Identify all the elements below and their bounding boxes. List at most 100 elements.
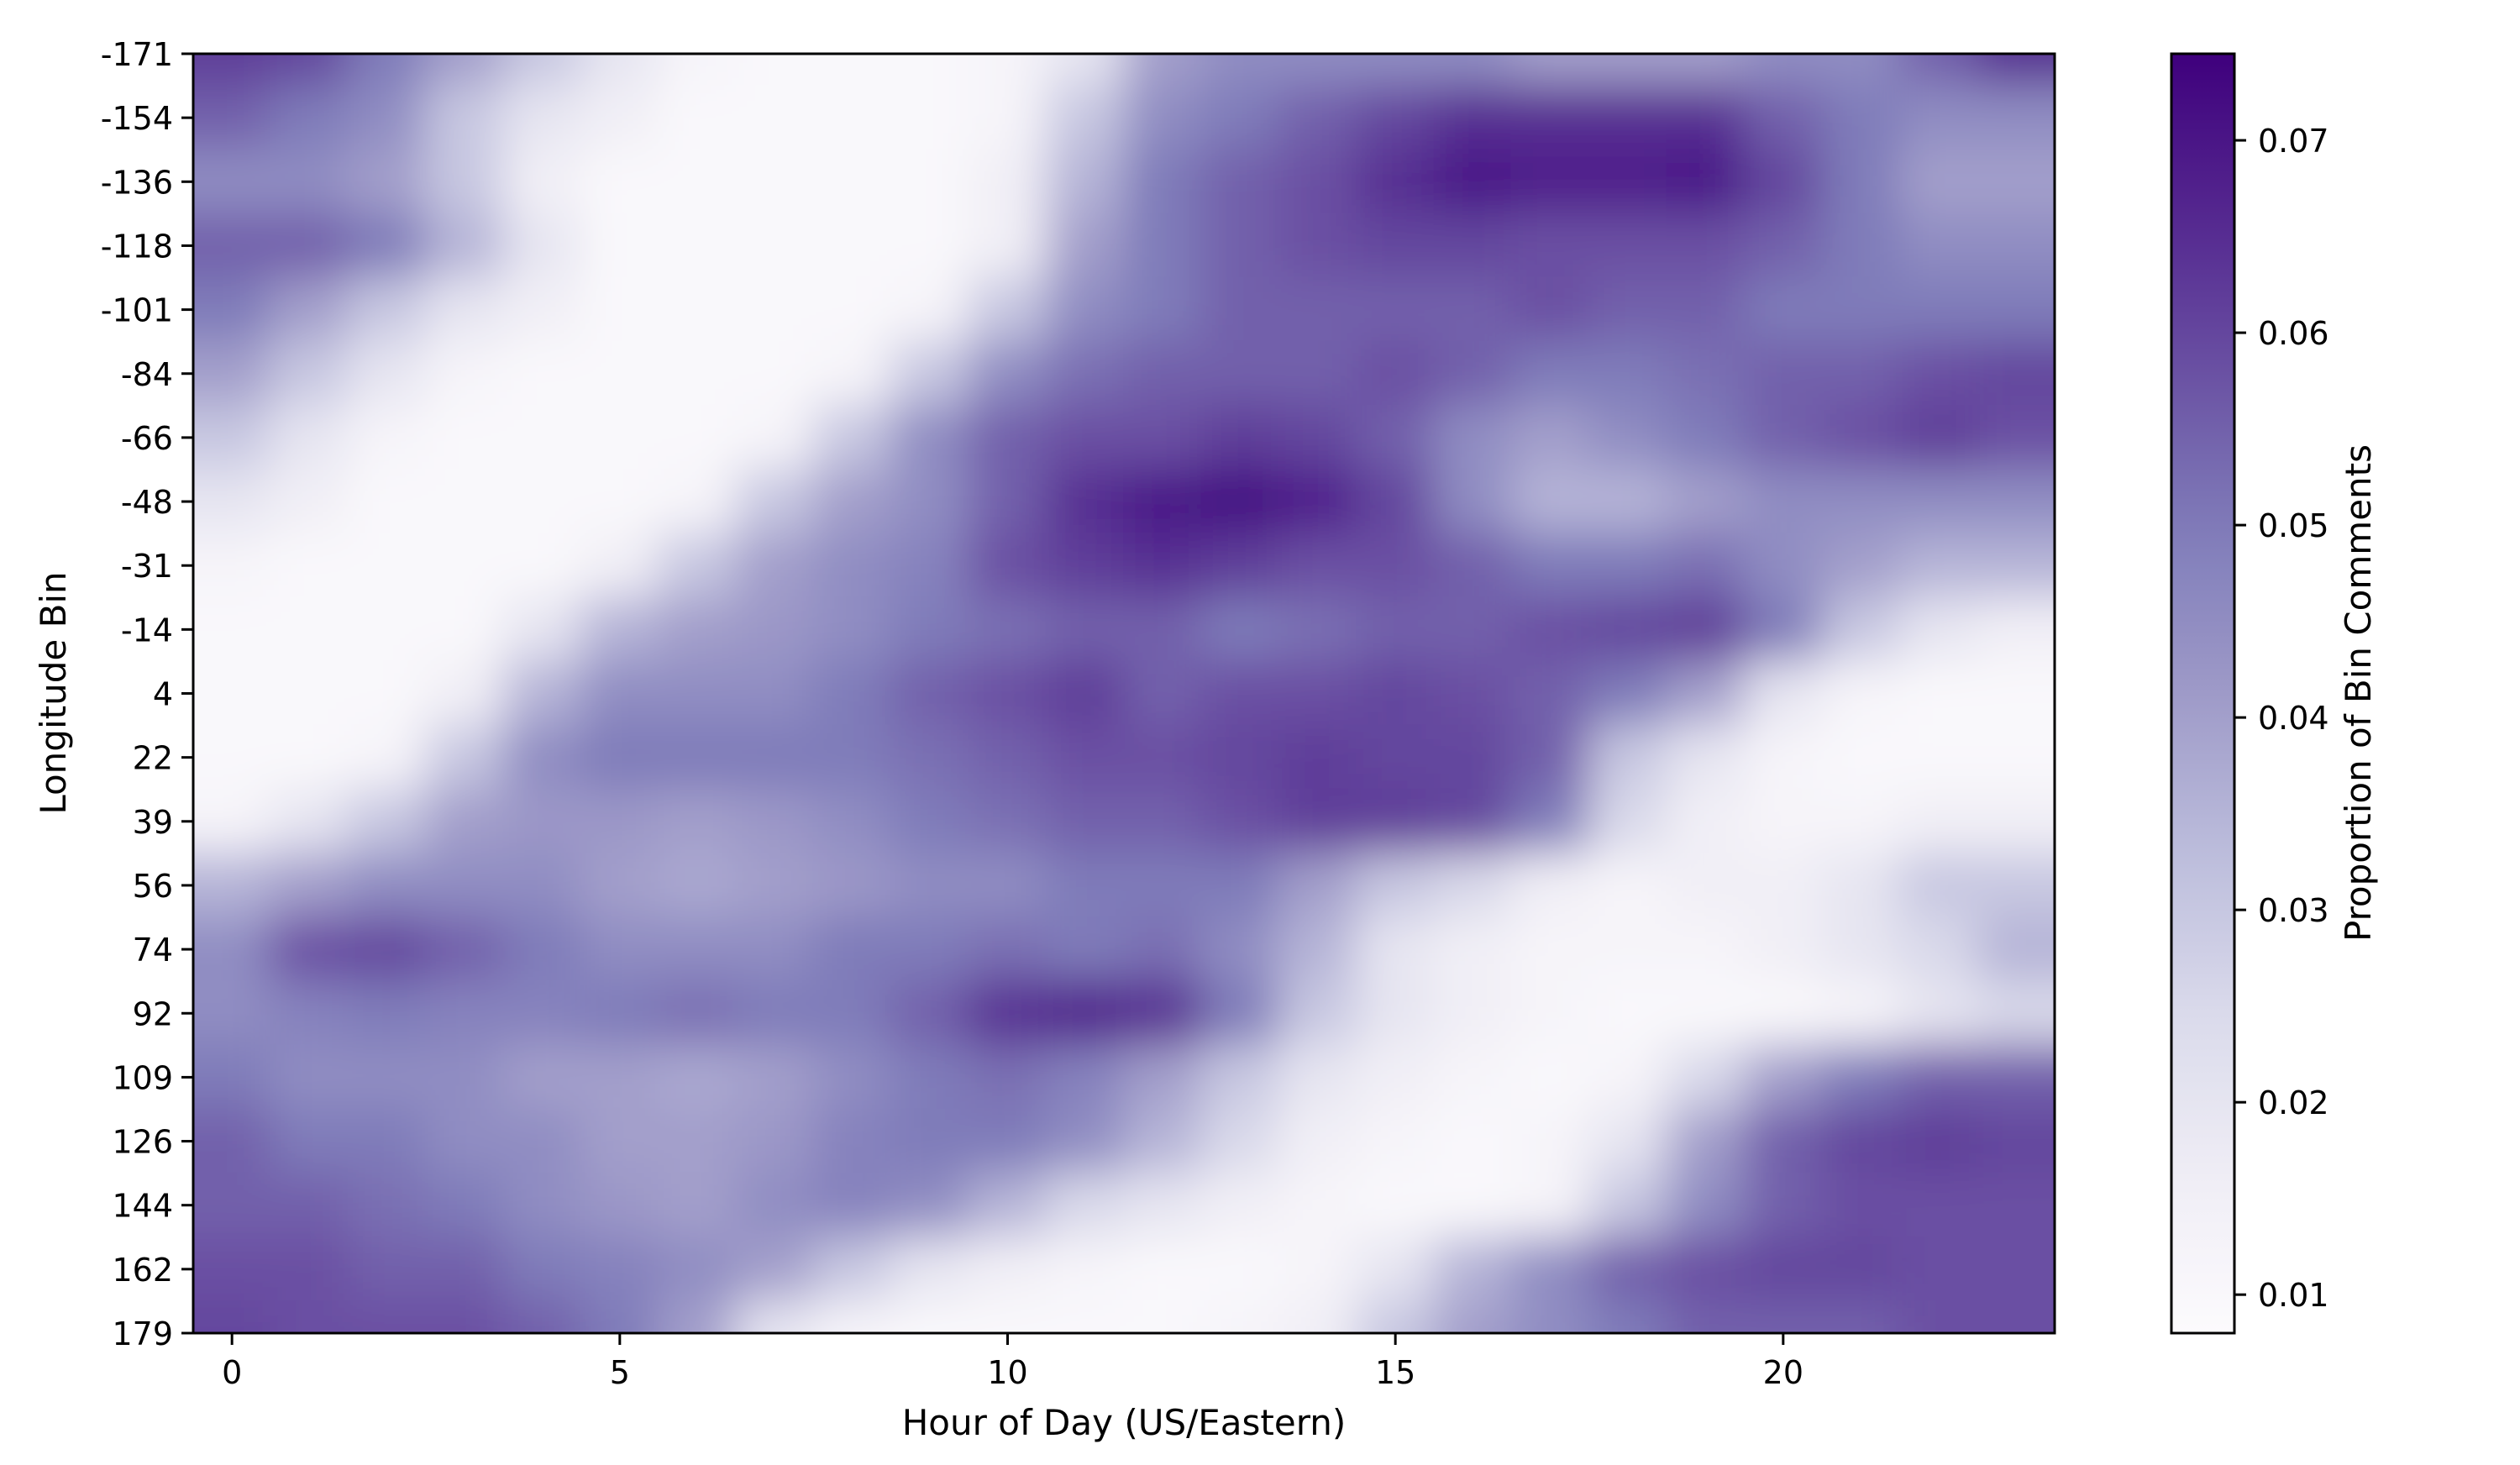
colorbar-ticks: 0.01 0.02 0.03 0.04 0.05 0.06 0.07: [2234, 123, 2329, 1314]
heatmap-cell: [1510, 1300, 1590, 1333]
heatmap-cell: [502, 533, 582, 599]
heatmap-cell: [270, 213, 349, 279]
x-tick-label: 5: [610, 1354, 630, 1391]
heatmap-cell: [1976, 1172, 2055, 1238]
heatmap-cell: [1045, 149, 1125, 215]
heatmap-cell: [968, 340, 1047, 407]
heatmap-cell: [1898, 1044, 1978, 1111]
heatmap-cell: [1898, 596, 1978, 663]
heatmap-cell: [1200, 788, 1280, 854]
heatmap-cell: [1356, 468, 1436, 535]
heatmap-cell: [890, 1044, 970, 1111]
heatmap-cell: [1821, 1236, 1901, 1302]
heatmap-cell: [270, 468, 349, 535]
heatmap-cell: [1666, 596, 1746, 663]
heatmap-cell: [1278, 276, 1357, 343]
heatmap-cell: [1510, 149, 1590, 215]
heatmap-cell: [270, 724, 349, 790]
heatmap-cell: [1200, 404, 1280, 470]
heatmap-cell: [1666, 660, 1746, 727]
heatmap-cell: [425, 916, 505, 983]
heatmap-cell: [1821, 85, 1901, 151]
heatmap-cell: [1433, 1172, 1513, 1238]
heatmap-cell: [347, 340, 427, 407]
heatmap-cell: [812, 724, 892, 790]
heatmap-cell: [1743, 468, 1823, 535]
heatmap-cell: [1045, 54, 1125, 87]
heatmap-cell: [1045, 1236, 1125, 1302]
heatmap-cell: [1588, 54, 1668, 87]
heatmap-cell: [658, 1044, 738, 1111]
heatmap-cell: [1123, 724, 1203, 790]
heatmap-cell: [1821, 916, 1901, 983]
heatmap-cell: [1356, 213, 1436, 279]
heatmap-cell: [347, 1300, 427, 1333]
heatmap-cell: [1898, 660, 1978, 727]
heatmap-cell: [1045, 596, 1125, 663]
heatmap-cell: [1588, 340, 1668, 407]
heatmap-cell: [1976, 980, 2055, 1047]
heatmap-cell: [1743, 1044, 1823, 1111]
colorbar-label: Proportion of Bin Comments: [2338, 444, 2379, 942]
heatmap-cell: [1433, 54, 1513, 87]
heatmap-cell: [270, 533, 349, 599]
heatmap-cell: [735, 85, 815, 151]
heatmap-cell: [1433, 404, 1513, 470]
heatmap-cell: [1200, 213, 1280, 279]
heatmap-cell: [1123, 1236, 1203, 1302]
heatmap-cell: [1821, 468, 1901, 535]
heatmap-cell: [580, 724, 659, 790]
heatmap-cell: [1278, 980, 1357, 1047]
heatmap-cell: [1821, 340, 1901, 407]
heatmap-cell: [812, 85, 892, 151]
heatmap-cell: [1743, 1172, 1823, 1238]
y-tick-label: 92: [133, 995, 173, 1032]
heatmap-cell: [1123, 404, 1203, 470]
heatmap-cell: [502, 85, 582, 151]
heatmap-cell: [968, 213, 1047, 279]
heatmap-cell: [1976, 1300, 2055, 1333]
heatmap-cell: [1278, 54, 1357, 87]
heatmap-cell: [425, 596, 505, 663]
heatmap-cell: [1278, 1172, 1357, 1238]
heatmap-cell: [1976, 85, 2055, 151]
heatmap-cell: [735, 533, 815, 599]
colorbar-frame: [2170, 52, 2236, 1335]
heatmap-cell: [580, 468, 659, 535]
x-tick-label: 10: [987, 1354, 1027, 1391]
heatmap-cell: [1510, 852, 1590, 919]
heatmap-cell: [812, 660, 892, 727]
heatmap-cell: [270, 54, 349, 87]
heatmap-cell: [1898, 1300, 1978, 1333]
heatmap-cell: [193, 1300, 272, 1333]
heatmap-cell: [968, 596, 1047, 663]
heatmap-cell: [735, 276, 815, 343]
heatmap-cell: [270, 788, 349, 854]
heatmap-cell: [580, 980, 659, 1047]
heatmap-cell: [1200, 54, 1280, 87]
heatmap-cell: [347, 1236, 427, 1302]
heatmap-cell: [1588, 1172, 1668, 1238]
heatmap-cell: [1510, 916, 1590, 983]
heatmap-cell: [1743, 980, 1823, 1047]
heatmap-cell: [1433, 85, 1513, 151]
heatmap-cell: [580, 213, 659, 279]
y-tick-label: -14: [121, 612, 173, 648]
heatmap-cell: [968, 724, 1047, 790]
heatmap-cell: [425, 149, 505, 215]
heatmap-cell: [735, 213, 815, 279]
heatmap-cell: [1123, 54, 1203, 87]
heatmap-cell: [1510, 54, 1590, 87]
heatmap-cell: [890, 54, 970, 87]
heatmap-cell: [270, 149, 349, 215]
heatmap-cell: [812, 1044, 892, 1111]
heatmap-cell: [812, 213, 892, 279]
heatmap-cell: [1976, 1236, 2055, 1302]
heatmap-cell: [1433, 1236, 1513, 1302]
y-tick-label: 126: [112, 1124, 173, 1161]
heatmap-cell: [658, 340, 738, 407]
heatmap-cell: [1976, 533, 2055, 599]
heatmap-cell: [425, 276, 505, 343]
heatmap-cell: [1898, 724, 1978, 790]
